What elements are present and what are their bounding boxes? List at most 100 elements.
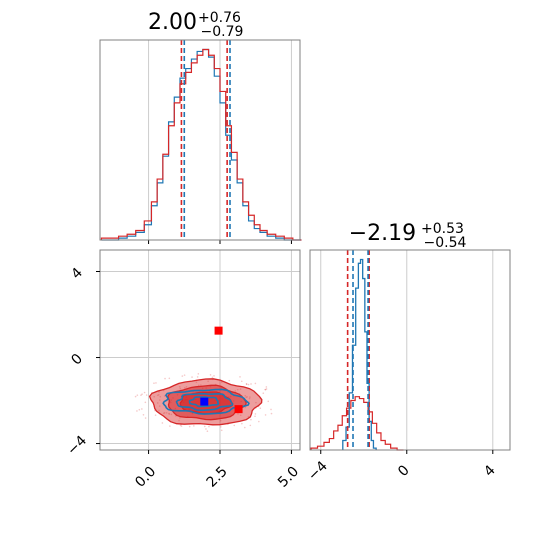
- joint-scatter-point: [168, 412, 170, 415]
- joint-frame: [99, 249, 301, 451]
- joint-scatter-point: [220, 429, 223, 432]
- joint-scatter-point: [239, 414, 242, 417]
- joint-scatter-point: [170, 413, 173, 416]
- joint-scatter-point: [264, 388, 266, 391]
- joint-scatter-point: [134, 395, 137, 398]
- joint-scatter-point: [262, 392, 265, 394]
- joint-scatter-point: [219, 419, 222, 422]
- joint-scatter-point: [183, 387, 186, 389]
- joint-scatter-point: [168, 413, 171, 415]
- joint-scatter-point: [197, 384, 200, 387]
- joint-scatter-point: [161, 422, 164, 424]
- joint-marker-a: [214, 326, 223, 335]
- joint-scatter-point: [136, 394, 139, 396]
- joint-scatter-point: [156, 394, 159, 397]
- joint-scatter-point: [244, 394, 247, 397]
- joint-scatter-point: [237, 413, 239, 415]
- joint-scatter-point: [248, 397, 251, 400]
- joint-scatter-point: [203, 425, 206, 428]
- param1-hist-series-a: [100, 48, 302, 241]
- joint-scatter-point: [195, 381, 198, 384]
- joint-scatter-point: [270, 408, 272, 411]
- joint-scatter-point: [180, 425, 183, 427]
- joint-scatter-point: [179, 387, 182, 390]
- joint-scatter-point: [162, 412, 165, 415]
- joint-scatter-point: [228, 379, 231, 382]
- joint-scatter-point: [264, 414, 267, 416]
- joint-scatter-point: [233, 424, 236, 427]
- joint-scatter-point: [254, 382, 257, 385]
- joint-scatter-point: [141, 408, 143, 410]
- joint-xtick-label: 2.5: [204, 464, 231, 491]
- joint-scatter-point: [255, 401, 257, 404]
- joint-contour-b: [162, 388, 250, 415]
- joint-scatter-point: [185, 386, 188, 388]
- joint-scatter-point: [220, 426, 222, 428]
- param2-xtick-label: 4: [481, 462, 499, 480]
- joint-ytick-label: 0: [68, 351, 86, 369]
- joint-scatter-point: [193, 425, 195, 427]
- joint-scatter-point: [244, 406, 246, 409]
- joint-scatter-point: [211, 376, 214, 379]
- joint-scatter-point: [244, 426, 246, 429]
- joint-scatter-point: [156, 402, 159, 404]
- joint-scatter-point: [136, 410, 138, 412]
- param2-hist-series-a: [310, 396, 404, 451]
- param1-title-sup: +0.76: [198, 10, 241, 26]
- joint-scatter-point: [158, 391, 160, 393]
- joint-contour-b: [175, 392, 234, 412]
- joint-scatter-point: [158, 399, 161, 401]
- joint-scatter-point: [142, 413, 145, 416]
- joint-scatter-point: [247, 383, 250, 386]
- joint-scatter-point: [213, 375, 215, 377]
- joint-scatter-point: [250, 418, 252, 421]
- param2-title-sub: −0.54: [424, 235, 467, 251]
- joint-density-panel: 0.0 2.5 5.0 −4 0 4: [64, 249, 302, 491]
- joint-scatter-point: [209, 374, 212, 376]
- joint-scatter-point: [206, 430, 209, 433]
- joint-scatter-point: [239, 376, 241, 378]
- joint-scatter-point: [245, 396, 248, 398]
- joint-scatter-point: [145, 394, 148, 396]
- joint-scatter-point: [258, 420, 260, 423]
- joint-scatter-point: [153, 382, 155, 385]
- joint-scatter-point: [267, 400, 270, 403]
- joint-scatter-point: [143, 391, 146, 394]
- joint-marker-b: [200, 397, 209, 406]
- joint-scatter-point: [264, 388, 267, 391]
- joint-scatter-point: [165, 412, 168, 414]
- joint-scatter-point: [141, 393, 143, 395]
- joint-scatter-point: [249, 424, 252, 427]
- joint-scatter-point: [144, 417, 147, 419]
- joint-ytick-label: 4: [68, 265, 86, 283]
- param1-title-main: 2.00: [148, 10, 197, 35]
- joint-scatter-point: [234, 390, 237, 392]
- joint-scatter-point: [254, 415, 256, 418]
- joint-scatter-point: [178, 419, 180, 422]
- joint-scatter-point: [196, 376, 199, 378]
- joint-scatter-point: [155, 382, 157, 384]
- joint-scatter-point: [245, 383, 248, 386]
- joint-scatter-point: [245, 383, 248, 385]
- param1-hist-series-b: [101, 48, 302, 241]
- joint-scatter-point: [163, 412, 166, 414]
- joint-scatter-point: [208, 425, 210, 428]
- joint-scatter-point: [169, 425, 171, 427]
- joint-scatter-point: [265, 388, 268, 390]
- joint-scatter-point: [236, 388, 239, 391]
- joint-scatter-point: [153, 395, 155, 398]
- param2-hist-series-b: [342, 258, 377, 450]
- joint-scatter-point: [181, 375, 184, 377]
- joint-scatter-point: [240, 380, 243, 383]
- param1-title-sub: −0.79: [201, 24, 244, 40]
- joint-scatter-point: [157, 393, 160, 396]
- joint-scatter-point: [254, 413, 257, 415]
- joint-scatter-point: [191, 376, 193, 378]
- joint-scatter-point: [239, 388, 242, 390]
- joint-scatter-point: [163, 395, 166, 397]
- param2-histogram-panel: −4 0 4: [305, 249, 511, 484]
- joint-scatter-point: [249, 396, 251, 398]
- joint-scatter-point: [144, 401, 147, 404]
- joint-scatter-point: [164, 377, 166, 380]
